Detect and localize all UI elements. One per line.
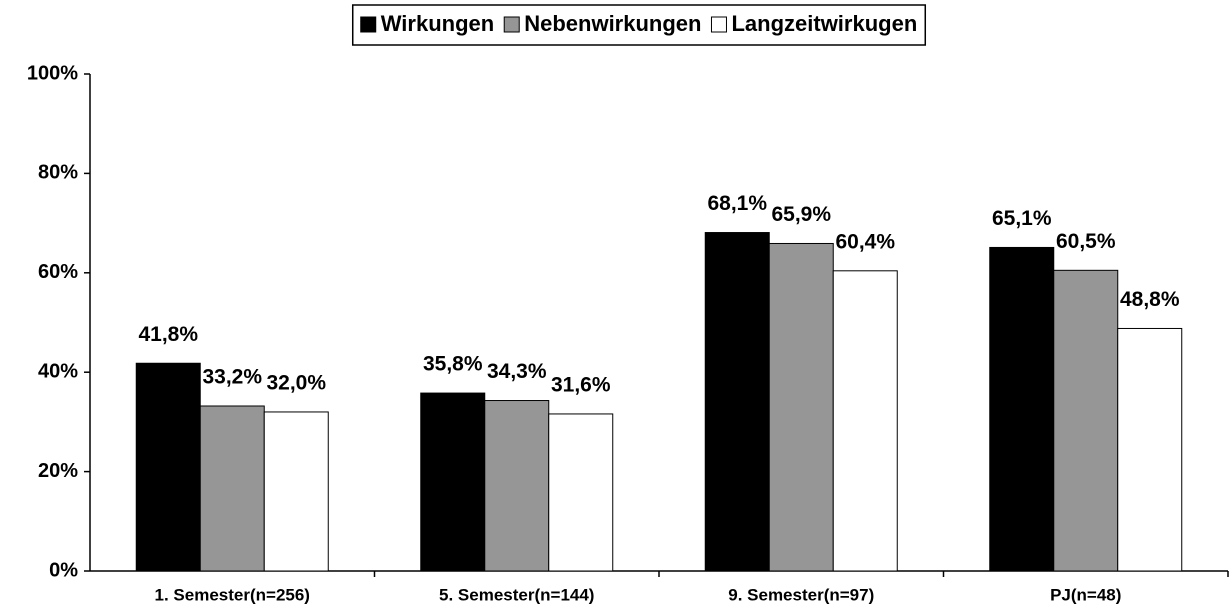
legend-label: Langzeitwirkugen xyxy=(731,11,917,36)
bar xyxy=(420,392,486,572)
legend-label: Nebenwirkungen xyxy=(524,11,701,36)
bar xyxy=(768,242,834,572)
y-tick-label: 40% xyxy=(38,360,78,382)
bar xyxy=(548,413,614,572)
value-label: 32,0% xyxy=(266,372,326,395)
y-tick-label: 20% xyxy=(38,460,78,482)
value-label: 60,4% xyxy=(835,230,895,253)
bar xyxy=(832,270,898,572)
legend-swatch xyxy=(503,16,520,33)
bar xyxy=(704,232,770,572)
value-label: 35,8% xyxy=(423,353,483,376)
value-label: 41,8% xyxy=(138,323,198,346)
value-label: 65,9% xyxy=(771,203,831,226)
bar xyxy=(263,411,329,572)
legend-swatch xyxy=(710,16,727,33)
value-label: 60,5% xyxy=(1056,230,1116,253)
y-tick-label: 60% xyxy=(38,261,78,283)
value-label: 31,6% xyxy=(551,373,611,396)
x-tick-label: 9. Semester(n=97) xyxy=(728,585,874,604)
bar xyxy=(1117,327,1183,572)
bar xyxy=(135,362,201,572)
y-tick-label: 80% xyxy=(38,162,78,184)
legend-box xyxy=(351,4,927,46)
x-tick-label: PJ(n=48) xyxy=(1050,585,1121,604)
value-label: 65,1% xyxy=(992,207,1052,230)
value-label: 33,2% xyxy=(202,366,262,389)
x-tick-label: 5. Semester(n=144) xyxy=(439,585,594,604)
legend-label: Wirkungen xyxy=(381,11,494,36)
bar xyxy=(199,405,265,572)
y-tick-label: 100% xyxy=(27,62,78,84)
bar xyxy=(484,400,550,572)
value-label: 68,1% xyxy=(707,192,767,215)
value-label: 34,3% xyxy=(487,360,547,383)
bar xyxy=(989,246,1055,572)
bar xyxy=(1053,269,1119,572)
value-label: 48,8% xyxy=(1120,288,1180,311)
x-tick-label: 1. Semester(n=256) xyxy=(155,585,310,604)
y-tick-label: 0% xyxy=(49,559,78,581)
legend-swatch xyxy=(360,16,377,33)
